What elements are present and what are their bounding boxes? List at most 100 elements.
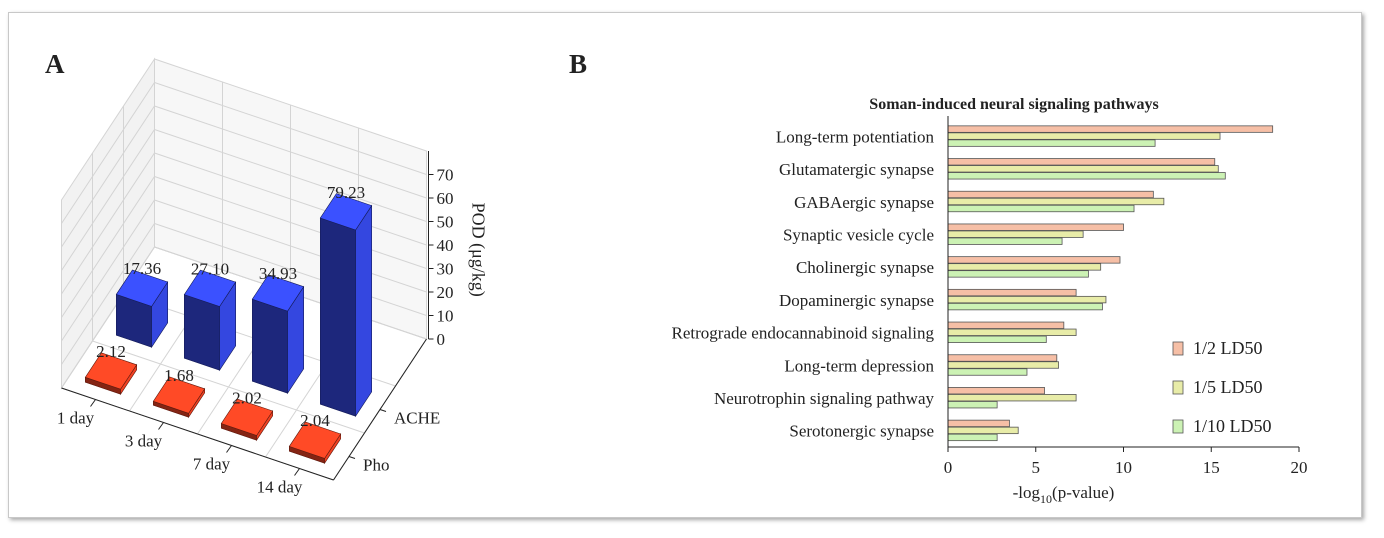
bar-value-label: 1.68 — [164, 366, 194, 385]
pathway-bar — [947, 387, 1045, 395]
pathway-bar — [947, 139, 1156, 147]
pathway-bar — [947, 419, 1010, 428]
pathway-bar — [947, 394, 1077, 402]
x-tick — [226, 445, 232, 453]
pathway-bar — [947, 302, 1103, 311]
bar-value-label: 34.93 — [259, 264, 297, 283]
pathway-bar — [947, 401, 998, 409]
pathway-label: Synaptic vesicle cycle — [783, 225, 934, 244]
pathway-bar — [947, 132, 1221, 140]
pathway-bar — [947, 172, 1226, 180]
bar-front — [184, 294, 220, 371]
x-tick — [90, 399, 96, 407]
y-tick — [348, 456, 356, 459]
bar-value-label: 17.36 — [123, 259, 161, 278]
z-tick-label: 10 — [437, 307, 454, 326]
pathway-bar — [947, 433, 998, 442]
bar-value-label: 2.04 — [300, 411, 330, 430]
bar-value-label: 2.02 — [232, 388, 262, 407]
x-axis-label-main: -log — [1013, 483, 1041, 502]
bar-value-label: 2.12 — [96, 342, 126, 361]
pathway-bar — [947, 368, 1028, 376]
bar-top — [251, 274, 305, 312]
pathway-bar — [947, 158, 1216, 166]
pathway-label: Long-term potentiation — [776, 127, 935, 146]
x-tick — [294, 468, 300, 476]
pathway-label: Serotonergic synapse — [789, 422, 934, 441]
pathway-label: GABAergic synapse — [794, 193, 934, 212]
bar-side — [355, 204, 373, 418]
z-tick-label: 60 — [437, 189, 454, 208]
legend-swatch — [1172, 380, 1184, 395]
pathway-label: Cholinergic synapse — [796, 258, 934, 277]
x-axis-label-sub: 10 — [1040, 492, 1052, 506]
legend-swatch — [1172, 341, 1184, 356]
x-axis-label-tail: (p-value) — [1052, 483, 1114, 502]
bar-top — [152, 376, 206, 414]
pathway-label: Glutamatergic synapse — [779, 160, 934, 179]
z-tick-label: 20 — [437, 283, 454, 302]
pathway-bar — [947, 125, 1274, 133]
bar-top — [183, 269, 237, 307]
pathway-bar — [947, 204, 1135, 213]
figure-frame: A B 2.12 1.68 2.02 2.04 17.36 27.10 34.93 79.23… — [8, 12, 1362, 518]
pathway-bar — [947, 354, 1058, 362]
x-tick-label: 3 day — [125, 432, 163, 451]
x-tick-label: 15 — [1203, 458, 1220, 477]
chart-b-title: Soman-induced neural signaling pathways — [869, 96, 1158, 113]
pathway-bar — [947, 288, 1077, 297]
chart-b-pathways: Soman-induced neural signaling pathways L… — [672, 96, 1308, 506]
x-tick-label: 7 day — [193, 455, 231, 474]
pathway-bar — [947, 237, 1063, 245]
x-tick-label: 14 day — [257, 478, 303, 497]
figure-canvas: A B 2.12 1.68 2.02 2.04 17.36 27.10 34.93 79.23… — [45, 49, 1308, 506]
pathway-label: Retrograde endocannabinoid signaling — [672, 324, 935, 343]
z-axis-label: POD (μg/kg) — [468, 203, 489, 297]
pathway-bar — [947, 295, 1107, 304]
legend-label: 1/2 LD50 — [1193, 338, 1263, 358]
x-axis-line — [61, 387, 334, 481]
y-gridline — [92, 153, 365, 434]
panel-a-label: A — [45, 49, 65, 79]
x-tick — [158, 422, 164, 430]
series-label: ACHE — [394, 409, 440, 428]
z-tick-label: 30 — [437, 260, 454, 279]
x-axis-label: -log10(p-value) — [1013, 483, 1115, 506]
pathway-bar — [947, 197, 1165, 206]
legend-label: 1/10 LD50 — [1193, 416, 1272, 436]
z-tick-label: 50 — [437, 213, 454, 232]
pathway-bar — [947, 190, 1154, 199]
pathway-bar — [947, 230, 1084, 238]
z-tick-label: 70 — [437, 166, 454, 185]
pathway-bar — [947, 335, 1047, 343]
x-tick-label: 10 — [1115, 458, 1132, 477]
bar-value-label: 79.23 — [327, 183, 365, 202]
chart-a-3d-bars: 2.12 1.68 2.02 2.04 17.36 27.10 34.93 79.23 0 10 2… — [57, 57, 489, 497]
pathway-bar — [947, 256, 1121, 264]
legend-label: 1/5 LD50 — [1193, 377, 1263, 397]
bar-top — [115, 269, 169, 307]
bar-top — [288, 421, 342, 459]
x-tick-label: 0 — [944, 458, 953, 477]
panel-b-label: B — [569, 49, 587, 79]
legend-swatch — [1172, 419, 1184, 434]
bar-front — [319, 217, 356, 417]
y-tick — [379, 409, 387, 412]
pathway-label: Dopaminergic synapse — [779, 291, 934, 310]
x-tick-label: 20 — [1291, 458, 1308, 477]
bar-top — [319, 193, 373, 231]
series-label: Pho — [363, 456, 389, 475]
pathway-bar — [947, 328, 1077, 336]
x-tick-label: 1 day — [57, 409, 95, 428]
pathway-bar — [947, 361, 1059, 369]
pathway-label: Neurotrophin signaling pathway — [714, 389, 935, 408]
pathway-bar — [947, 321, 1065, 329]
pathway-label: Long-term depression — [784, 356, 934, 375]
bar-front — [252, 298, 288, 394]
pathway-bar — [947, 165, 1219, 173]
z-tick-label: 0 — [437, 330, 446, 349]
pathway-bar — [947, 270, 1089, 278]
z-tick-label: 40 — [437, 236, 454, 255]
x-tick-label: 5 — [1032, 458, 1041, 477]
bar-value-label: 27.10 — [191, 259, 229, 278]
